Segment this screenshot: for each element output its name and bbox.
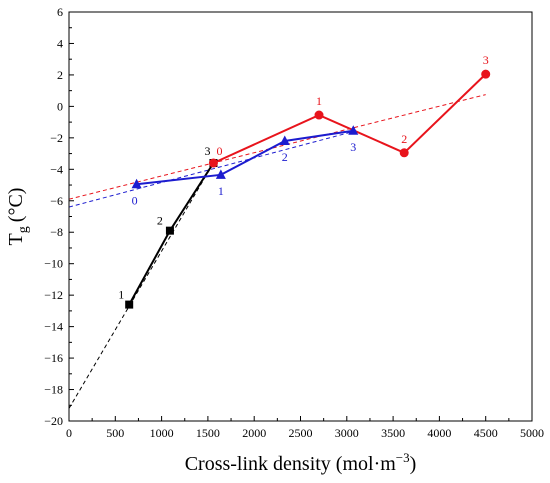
- y-tick-label: −2: [50, 131, 63, 145]
- data-point-square: [125, 300, 134, 309]
- series-line: [136, 129, 354, 186]
- data-point-circle: [314, 110, 324, 120]
- x-tick-label: 2000: [242, 426, 266, 440]
- point-label: 2: [282, 150, 288, 164]
- y-tick-label: −16: [44, 351, 63, 365]
- point-label: 2: [401, 132, 407, 146]
- fit-line: [68, 131, 354, 208]
- point-label: 3: [350, 140, 356, 154]
- x-tick-label: 2500: [289, 426, 313, 440]
- series-lines: [128, 73, 487, 306]
- x-tick-label: 0: [66, 426, 72, 440]
- data-point-triangle: [131, 178, 142, 189]
- x-tick-label: 1500: [196, 426, 220, 440]
- point-label: 1: [218, 184, 224, 198]
- y-tick-label: 6: [57, 5, 63, 19]
- data-point-square: [165, 226, 174, 235]
- x-tick-label: 3500: [381, 426, 405, 440]
- y-tick-label: −18: [44, 383, 63, 397]
- data-point-triangle: [215, 169, 226, 179]
- point-label: 0: [216, 144, 222, 158]
- data-point-triangle: [348, 125, 359, 135]
- data-point-circle: [399, 148, 409, 158]
- y-tick-label: −8: [50, 225, 63, 239]
- plot-frame: [68, 11, 533, 422]
- y-tick-label: 0: [57, 99, 63, 113]
- data-point-circle: [208, 158, 218, 168]
- point-label: 2: [157, 214, 163, 228]
- point-label: 0: [132, 193, 138, 207]
- y-tick-label: −12: [44, 288, 63, 302]
- point-label: 1: [118, 288, 124, 302]
- x-tick-label: 3000: [335, 426, 359, 440]
- x-tick-label: 1000: [150, 426, 174, 440]
- x-tick-label: 500: [106, 426, 124, 440]
- y-tick-label: 4: [57, 36, 63, 50]
- data-point-circle: [481, 69, 491, 79]
- fit-lines: [68, 94, 486, 409]
- x-tick-label: 4500: [474, 426, 498, 440]
- x-axis-title: Cross-link density (mol·m−3): [185, 450, 417, 475]
- point-label: 3: [483, 53, 489, 67]
- point-label: 1: [316, 94, 322, 108]
- x-axis-ticks: 0 500 1000 1500 2000 2500 3000 3500 4000 4500 5000: [66, 416, 544, 440]
- y-tick-label: −14: [44, 320, 63, 334]
- series-line: [213, 73, 487, 164]
- y-tick-label: −4: [50, 162, 63, 176]
- point-label: 3: [204, 144, 210, 158]
- fit-line: [68, 162, 214, 409]
- y-tick-label: −20: [44, 414, 63, 428]
- y-axis-title: Tg(°C): [5, 188, 31, 246]
- x-tick-label: 4000: [427, 426, 451, 440]
- fit-line: [68, 94, 486, 200]
- y-tick-label: −6: [50, 194, 63, 208]
- data-point-triangle: [279, 135, 290, 145]
- x-tick-label: 5000: [520, 426, 544, 440]
- y-tick-label: −10: [44, 257, 63, 271]
- y-tick-label: 2: [57, 68, 63, 82]
- data-markers: [125, 69, 491, 309]
